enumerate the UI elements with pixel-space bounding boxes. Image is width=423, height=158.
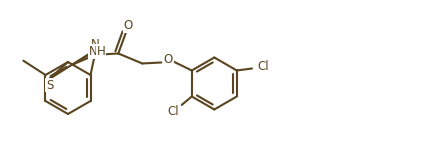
Text: O: O (124, 19, 133, 32)
Text: Cl: Cl (257, 60, 269, 73)
Text: S: S (46, 79, 53, 92)
Text: N: N (89, 45, 98, 58)
Text: N: N (91, 38, 99, 51)
Text: O: O (164, 53, 173, 66)
Text: Cl: Cl (167, 105, 179, 118)
Text: H: H (97, 45, 106, 58)
